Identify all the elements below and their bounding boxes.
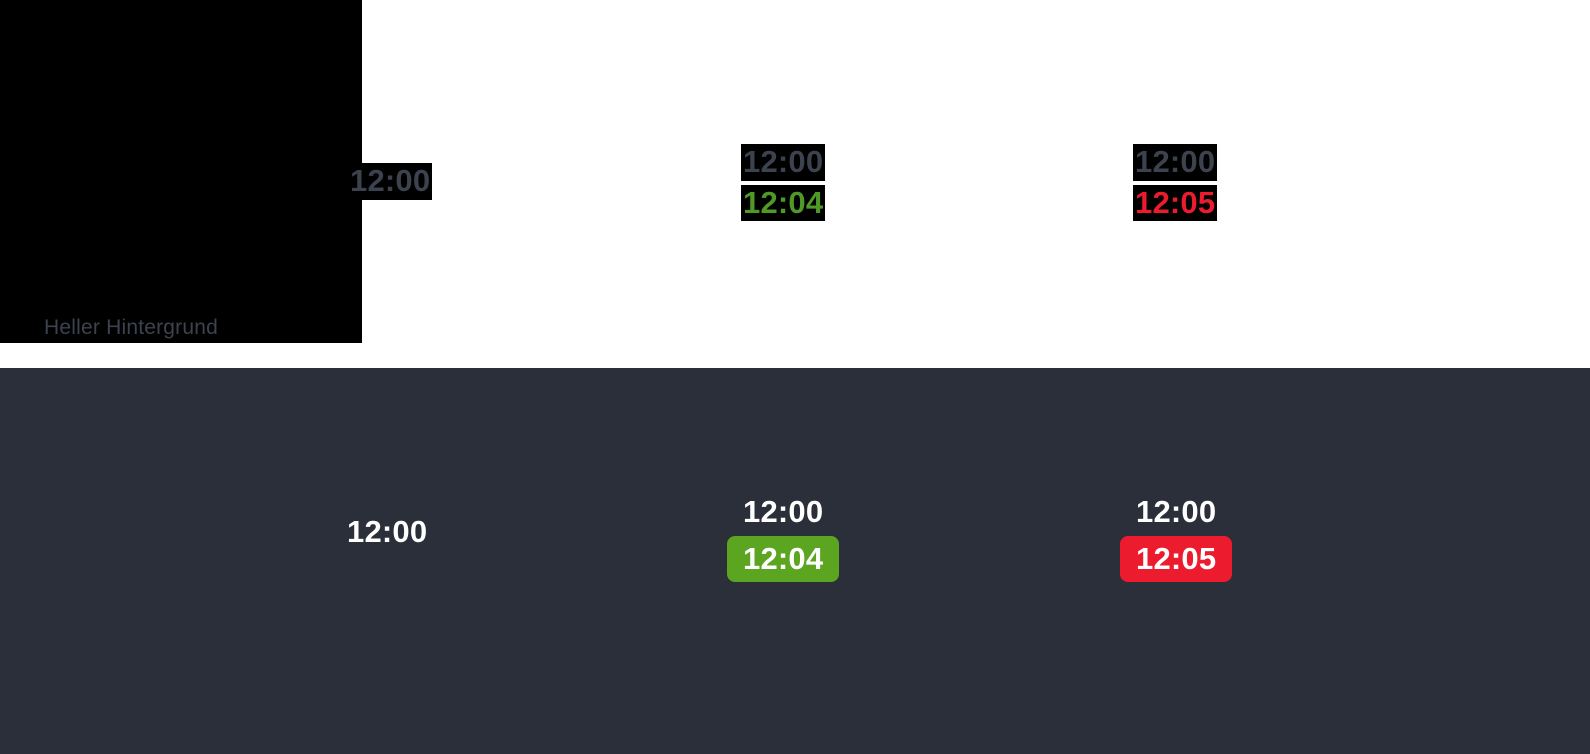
black-mask-overlay — [0, 0, 362, 343]
dark-neutral-base-time: 12:00 — [347, 514, 428, 549]
light-success-highlight-time: 12:04 — [741, 184, 826, 222]
light-time-group-neutral: 12:00 — [348, 163, 433, 200]
light-success-base-time: 12:00 — [741, 144, 826, 181]
dark-danger-base-time: 12:00 — [1136, 494, 1217, 529]
dark-danger-highlight-row: 12:05 — [1120, 535, 1233, 583]
dark-success-highlight-row: 12:04 — [727, 535, 840, 583]
dark-background-section: 12:00 12:00 12:04 12:00 12:05 Dunkler Hi… — [0, 368, 1590, 754]
dark-time-group-success: 12:00 12:04 — [727, 493, 840, 583]
light-neutral-base-time: 12:00 — [348, 163, 433, 200]
light-danger-highlight-time: 12:05 — [1133, 184, 1218, 222]
dark-time-group-danger: 12:00 12:05 — [1120, 493, 1233, 583]
dark-neutral-base-row: 12:00 — [343, 513, 431, 552]
dark-time-group-neutral: 12:00 — [343, 513, 431, 552]
light-time-group-success: 12:00 12:04 — [741, 144, 826, 222]
dark-danger-base-row: 12:00 — [1132, 493, 1220, 532]
dark-success-base-row: 12:00 — [739, 493, 827, 532]
light-section-caption: Heller Hintergrund — [44, 316, 219, 339]
light-danger-highlight-row: 12:05 — [1133, 184, 1218, 222]
dark-danger-highlight-badge: 12:05 — [1120, 535, 1233, 583]
light-success-highlight-row: 12:04 — [741, 184, 826, 222]
light-neutral-base-row: 12:00 — [348, 163, 433, 200]
dark-success-highlight-badge: 12:04 — [727, 535, 840, 583]
light-danger-base-time: 12:00 — [1133, 144, 1218, 181]
light-success-base-row: 12:00 — [741, 144, 826, 181]
light-background-section: 12:00 12:00 12:04 12:00 12:05 Heller Hin… — [0, 0, 1590, 368]
light-danger-base-row: 12:00 — [1133, 144, 1218, 181]
light-time-group-danger: 12:00 12:05 — [1133, 144, 1218, 222]
dark-success-base-time: 12:00 — [743, 494, 824, 529]
